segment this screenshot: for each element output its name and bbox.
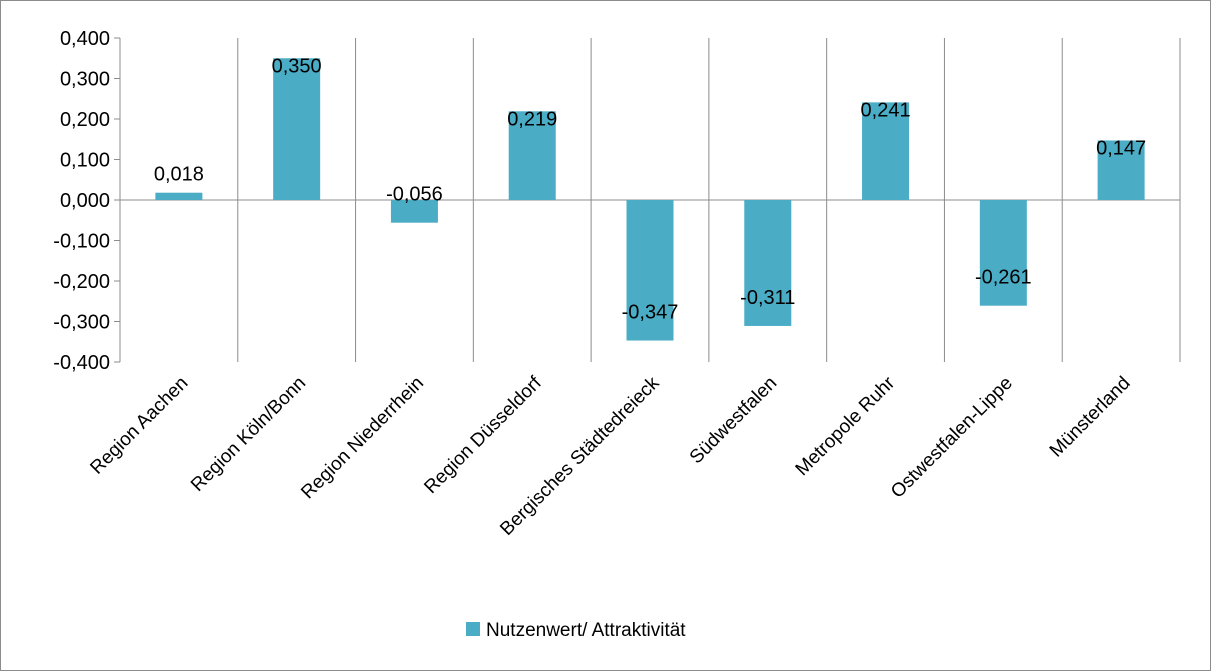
data-labels: 0,018 0,350 -0,056 0,219 -0,347 -0,311 0,241 -0… [154,55,1146,323]
y-tick-label: -0,400 [53,352,110,374]
y-axis-ticks: 0,400 0,300 0,200 0,100 0,000 -0,100 -0,200 -0,… [53,28,120,374]
x-category-label: Südwestfalen [686,373,782,469]
data-label: 0,018 [154,164,204,186]
bar [626,200,674,341]
bar [744,200,792,326]
x-category-label: Ostwestfalen-Lippe [887,373,1017,503]
bar [979,200,1027,306]
y-tick-label: -0,100 [53,231,110,253]
data-label: -0,261 [975,267,1032,289]
y-tick-label: -0,300 [53,312,110,334]
x-category-label: Region Köln/Bonn [187,373,310,496]
bar [508,111,556,200]
x-category-label: Metropole Ruhr [792,372,900,480]
data-label: 0,241 [861,99,911,121]
bar [1097,140,1145,200]
data-label: -0,311 [740,287,795,309]
bar [390,200,438,223]
x-category-label: Münsterland [1046,373,1135,462]
data-label: 0,350 [272,55,322,77]
y-tick-label: 0,300 [60,69,110,91]
x-category-label: Region Niederrhein [297,373,428,504]
data-label: -0,347 [622,302,679,324]
y-tick-label: 0,000 [60,190,110,212]
x-category-label: Region Düsseldorf [420,372,546,498]
data-label: -0,056 [386,184,443,206]
data-label: 0,219 [507,108,557,130]
bar [862,102,910,200]
bar [273,58,321,200]
bar [155,192,203,200]
bars [155,58,1145,341]
legend: Nutzenwert/ Attraktivität [466,620,686,641]
y-tick-label: -0,200 [53,271,110,293]
y-tick-label: 0,100 [60,150,110,172]
data-label: 0,147 [1096,137,1146,159]
x-category-label: Region Aachen [86,373,192,479]
legend-swatch [466,622,480,636]
legend-label: Nutzenwert/ Attraktivität [486,620,686,641]
y-tick-label: 0,200 [60,109,110,131]
y-tick-label: 0,400 [60,28,110,50]
